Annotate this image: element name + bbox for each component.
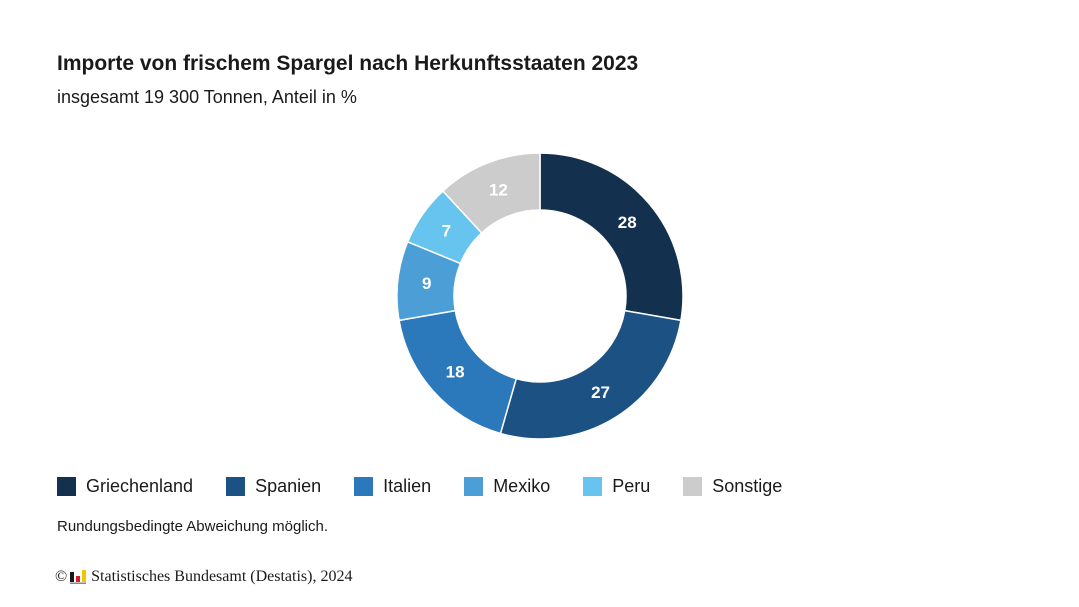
legend-swatch-peru [583, 477, 603, 496]
slice-griechenland [539, 152, 684, 322]
legend-item-peru: Peru [583, 476, 650, 497]
source-text: Statistisches Bundesamt (Destatis), 2024 [91, 568, 353, 585]
legend-label-sonstige: Sonstige [712, 476, 783, 496]
legend-label-peru: Peru [612, 476, 651, 496]
legend-swatch-mexiko [464, 477, 484, 496]
legend-label-mexiko: Mexiko [493, 476, 551, 496]
copyright-symbol: © [55, 568, 68, 585]
legend-item-griechenland: Griechenland [57, 476, 193, 497]
chart-subtitle: insgesamt 19 300 Tonnen, Anteil in % [57, 87, 357, 107]
donut-chart: 28 27 18 9 7 12 [396, 152, 684, 440]
legend-swatch-griechenland [57, 477, 76, 496]
source-credit: © Statistisches Bundesamt (Destatis), 20… [55, 568, 352, 586]
legend-item-spanien: Spanien [226, 476, 321, 497]
slice-label-peru: 7 [442, 222, 451, 241]
legend-item-italien: Italien [354, 476, 431, 497]
slice-spanien [499, 309, 682, 440]
slice-label-italien: 18 [446, 363, 465, 382]
legend-label-griechenland: Griechenland [86, 476, 194, 496]
legend-swatch-spanien [226, 477, 246, 496]
legend-label-italien: Italien [383, 476, 432, 496]
destatis-logo-icon [70, 570, 87, 584]
legend-label-spanien: Spanien [255, 476, 322, 496]
slice-label-sonstige: 12 [489, 180, 508, 199]
legend-item-sonstige: Sonstige [683, 476, 782, 497]
slice-label-spanien: 27 [591, 383, 610, 402]
slice-label-mexiko: 9 [422, 274, 431, 293]
footnote: Rundungsbedingte Abweichung möglich. [57, 518, 329, 535]
legend-swatch-italien [354, 477, 374, 496]
chart-legend: Griechenland Spanien Italien Mexiko Peru Sons… [57, 476, 815, 497]
slice-label-griechenland: 28 [618, 213, 637, 232]
legend-swatch-sonstige [683, 477, 703, 496]
legend-item-mexiko: Mexiko [464, 476, 550, 497]
chart-title: Importe von frischem Spargel nach Herkun… [57, 52, 639, 75]
slice-sonstige [441, 152, 541, 234]
